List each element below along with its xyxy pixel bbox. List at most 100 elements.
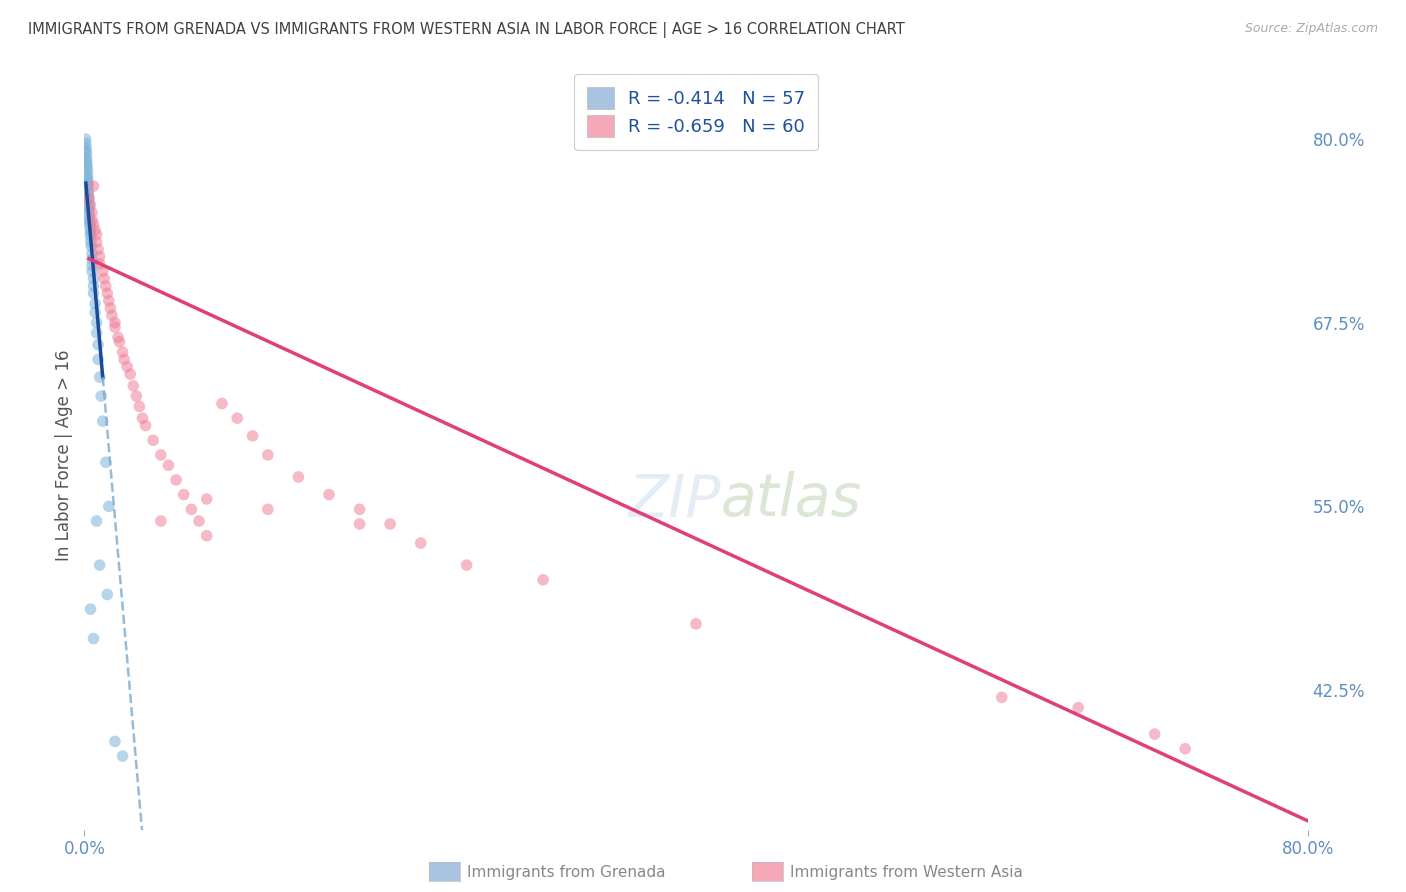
Point [76,173,98,187]
Point [991,690,1014,705]
Point [80,235,103,249]
Point [456,558,478,573]
Point [91,414,114,428]
Point [80,246,103,260]
Text: Immigrants from Grenada: Immigrants from Grenada [467,865,665,880]
Point [80,252,103,267]
Point [83,632,105,646]
Point [115,359,138,374]
Point [87,337,110,351]
Point [93,271,115,285]
Point [75,146,97,161]
Point [76,160,98,174]
Point [83,217,105,231]
Point [157,458,180,473]
Point [531,573,554,587]
Point [142,434,165,448]
Point [120,367,142,381]
Point [149,448,172,462]
Point [101,309,124,323]
Point [76,170,98,185]
Point [79,229,101,244]
Point [75,132,97,146]
Point [108,334,131,349]
Point [86,227,108,242]
Point [380,516,402,531]
Point [86,514,108,528]
Point [76,151,98,165]
Point [77,200,100,214]
Point [87,352,110,367]
Text: IMMIGRANTS FROM GRENADA VS IMMIGRANTS FROM WESTERN ASIA IN LABOR FORCE | AGE > 1: IMMIGRANTS FROM GRENADA VS IMMIGRANTS FR… [28,22,905,38]
Point [84,223,107,237]
Point [96,286,118,301]
Point [80,264,103,278]
Point [1067,700,1090,714]
Point [91,264,114,278]
Point [77,176,100,190]
Point [111,749,134,764]
Point [83,279,105,293]
Point [80,205,103,219]
Point [111,345,134,359]
Point [149,514,172,528]
Point [131,411,153,425]
Point [104,320,127,334]
Point [188,514,211,528]
Point [90,389,112,403]
Point [165,473,187,487]
Point [87,242,110,256]
Point [76,167,98,181]
Point [79,198,101,212]
Point [83,179,105,194]
Point [97,500,120,514]
Point [107,330,129,344]
Point [79,216,101,230]
Point [83,271,105,285]
Point [77,202,100,217]
Point [77,205,100,219]
Point [76,157,98,171]
Point [128,400,150,414]
Point [76,162,98,177]
Point [685,616,707,631]
Point [287,470,309,484]
Point [180,502,202,516]
Point [86,326,108,340]
Point [75,136,97,151]
Point [75,141,97,155]
Point [257,502,280,516]
Point [77,196,100,211]
Point [349,502,371,516]
Text: atlas: atlas [720,471,862,528]
Point [80,212,103,227]
Legend: R = -0.414   N = 57, R = -0.659   N = 60: R = -0.414 N = 57, R = -0.659 N = 60 [574,74,818,150]
Point [84,305,107,319]
Point [77,189,100,203]
Point [86,316,108,330]
Point [80,259,103,273]
Point [79,212,101,227]
Point [112,352,135,367]
Point [80,239,103,253]
Point [77,179,100,194]
Point [1174,741,1197,756]
Point [195,529,218,543]
Point [89,370,111,384]
Point [96,587,118,601]
Point [125,389,148,403]
Point [211,396,233,410]
Point [104,734,127,748]
Point [257,448,280,462]
Point [79,602,101,616]
Point [83,286,105,301]
Point [318,487,340,501]
Point [89,250,111,264]
Text: Immigrants from Western Asia: Immigrants from Western Asia [790,865,1024,880]
Point [94,279,117,293]
Point [122,379,145,393]
Point [76,154,98,169]
Point [1143,727,1166,741]
Point [97,293,120,308]
Point [77,184,100,198]
